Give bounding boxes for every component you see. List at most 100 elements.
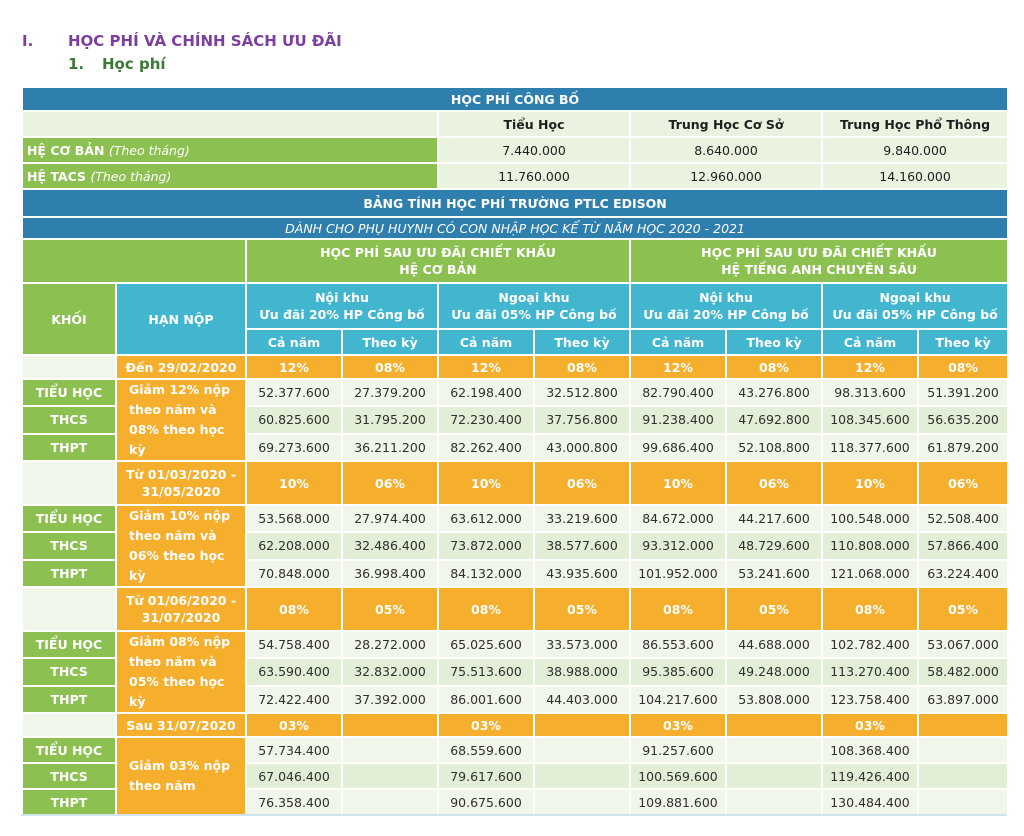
fee-row: THCS 60.825.600 31.795.200 72.230.400 37.756… [21, 405, 1010, 435]
fee-value: 82.790.400 [629, 377, 727, 408]
fee-value: 53.568.000 [245, 503, 343, 534]
fee-value: 27.974.400 [341, 503, 439, 534]
fee-value: 38.988.000 [533, 657, 631, 687]
fee-value: 86.001.600 [437, 684, 535, 715]
fee-row: THCS 62.208.000 32.486.400 73.872.000 38.577… [21, 531, 1010, 561]
fee-value: 72.422.400 [245, 684, 343, 715]
fee-value [533, 762, 631, 790]
per-year-header: Cả năm [437, 328, 535, 356]
fee-value: 93.312.000 [629, 531, 727, 561]
fee-value: 118.377.600 [821, 432, 919, 463]
grade-label: THCS [21, 657, 117, 687]
discount-note: Giảm 10% nộp theo năm và 06% theo học kỳ [115, 504, 247, 588]
discount-rate: 12% [437, 354, 535, 380]
per-year-header: Cả năm [629, 328, 727, 356]
fee-row: TIỂU HỌC Giảm 10% nộp theo năm và 06% the… [21, 503, 1010, 588]
fee-value: 43.276.800 [725, 377, 823, 408]
fee-value: 123.758.400 [821, 684, 919, 715]
discount-rate: 03% [437, 712, 535, 738]
discount-rate: 08% [821, 586, 919, 632]
published-fee-value: 12.960.000 [629, 162, 823, 190]
published-fee-value: 7.440.000 [437, 136, 631, 164]
fee-value: 58.482.000 [916, 657, 1010, 687]
bottom-divider [21, 814, 1007, 816]
fee-row: TIỂU HỌC Giảm 03% nộp theo năm 57.734.400 6… [21, 736, 1010, 816]
program-label: HỆ CƠ BẢN (Theo tháng) [21, 136, 439, 164]
published-fee-value: 9.840.000 [820, 136, 1010, 164]
fee-value: 100.548.000 [821, 503, 919, 534]
fee-value: 95.385.600 [629, 657, 727, 687]
fee-value: 63.590.400 [245, 657, 343, 687]
fee-value: 44.403.000 [533, 684, 631, 715]
fee-row: THPT 69.273.600 36.211.200 82.262.400 43.000… [21, 432, 1010, 463]
grade-label: TIỂU HỌC [21, 503, 117, 534]
fee-value: 101.952.000 [629, 558, 727, 589]
fee-value: 44.688.000 [725, 629, 823, 660]
fee-value: 53.067.000 [916, 629, 1010, 660]
fee-value: 70.848.000 [245, 558, 343, 589]
fee-value: 121.068.000 [821, 558, 919, 589]
fee-value: 91.238.400 [629, 405, 727, 435]
fee-value: 37.392.000 [341, 684, 439, 715]
fee-value: 99.686.400 [629, 432, 727, 463]
calc-subtitle-row: DÀNH CHO PHỤ HUYNH CÓ CON NHẬP HỌC KỂ TỪ… [20, 216, 1010, 240]
discount-rate [916, 712, 1010, 738]
fee-value: 72.230.400 [437, 405, 535, 435]
fee-value: 57.734.400 [245, 736, 343, 764]
level-header: Trung Học Phổ Thông [820, 110, 1010, 138]
calc-title-row: BẢNG TÍNH HỌC PHÍ TRƯỜNG PTLC EDISON [20, 188, 1010, 218]
level-header: Tiểu Học [437, 110, 631, 138]
discount-rate: 08% [341, 354, 439, 380]
fee-value: 33.573.000 [533, 629, 631, 660]
fee-value: 53.241.600 [725, 558, 823, 589]
fee-value: 82.262.400 [437, 432, 535, 463]
fee-value: 32.486.400 [341, 531, 439, 561]
fee-value: 28.272.000 [341, 629, 439, 660]
fee-value [341, 762, 439, 790]
fee-value: 32.832.000 [341, 657, 439, 687]
fee-value [341, 788, 439, 816]
discount-rate: 10% [629, 460, 727, 506]
fee-value: 36.211.200 [341, 432, 439, 463]
fee-value [533, 788, 631, 816]
fee-value [725, 788, 823, 816]
fee-value: 75.513.600 [437, 657, 535, 687]
deadline-label: Đến 29/02/2020 [115, 354, 247, 380]
fee-value: 108.345.600 [821, 405, 919, 435]
published-fee-row: HỆ TACS (Theo tháng) 11.760.000 12.960.000… [21, 162, 1010, 190]
discount-rate: 03% [245, 712, 343, 738]
discount-rate: 05% [725, 586, 823, 632]
fee-value: 56.635.200 [916, 405, 1010, 435]
empty-grade-cell [21, 460, 117, 506]
tuition-table: HỌC PHÍ CÔNG BỐ Tiểu Học Trung Học Cơ Sở Tr… [20, 86, 1010, 816]
zone-name: Ngoại khu [879, 290, 951, 305]
discount-note: Giảm 08% nộp theo năm và 05% theo học kỳ [115, 630, 247, 714]
fee-value: 52.108.800 [725, 432, 823, 463]
published-fee-value: 11.760.000 [437, 162, 631, 190]
fee-value: 63.224.400 [916, 558, 1010, 589]
zone-name: Nội khu [315, 290, 369, 305]
fee-value: 119.426.400 [821, 762, 919, 790]
published-fee-value: 8.640.000 [629, 136, 823, 164]
per-year-header: Cả năm [821, 328, 919, 356]
fee-value: 108.368.400 [821, 736, 919, 764]
program-name: HỆ CƠ BẢN [27, 142, 105, 158]
fee-row: THCS 67.046.400 79.617.600 100.569.600 119.4… [21, 762, 1010, 790]
fee-row: THPT 72.422.400 37.392.000 86.001.600 44.403… [21, 684, 1010, 715]
fee-value: 73.872.000 [437, 531, 535, 561]
fee-value [916, 736, 1010, 764]
fee-value: 33.219.600 [533, 503, 631, 534]
grade-label: THPT [21, 432, 117, 463]
grade-label: THCS [21, 405, 117, 435]
fee-value: 43.000.800 [533, 432, 631, 463]
fee-value: 110.808.000 [821, 531, 919, 561]
fee-row: THPT 70.848.000 36.998.400 84.132.000 43.935… [21, 558, 1010, 589]
period-type-row: Cả năm Theo kỳ Cả năm Theo kỳ Cả năm Theo kỳ C… [22, 328, 1010, 356]
group-header-basic: HỌC PHÍ SAU ƯU ĐÃI CHIẾT KHẤU HỆ CƠ BẢN [245, 238, 631, 284]
fee-value: 61.879.200 [916, 432, 1010, 463]
fee-value: 54.758.400 [245, 629, 343, 660]
empty-grade-cell [21, 712, 117, 738]
per-term-header: Theo kỳ [533, 328, 631, 356]
fee-value: 44.217.600 [725, 503, 823, 534]
per-term-header: Theo kỳ [725, 328, 823, 356]
